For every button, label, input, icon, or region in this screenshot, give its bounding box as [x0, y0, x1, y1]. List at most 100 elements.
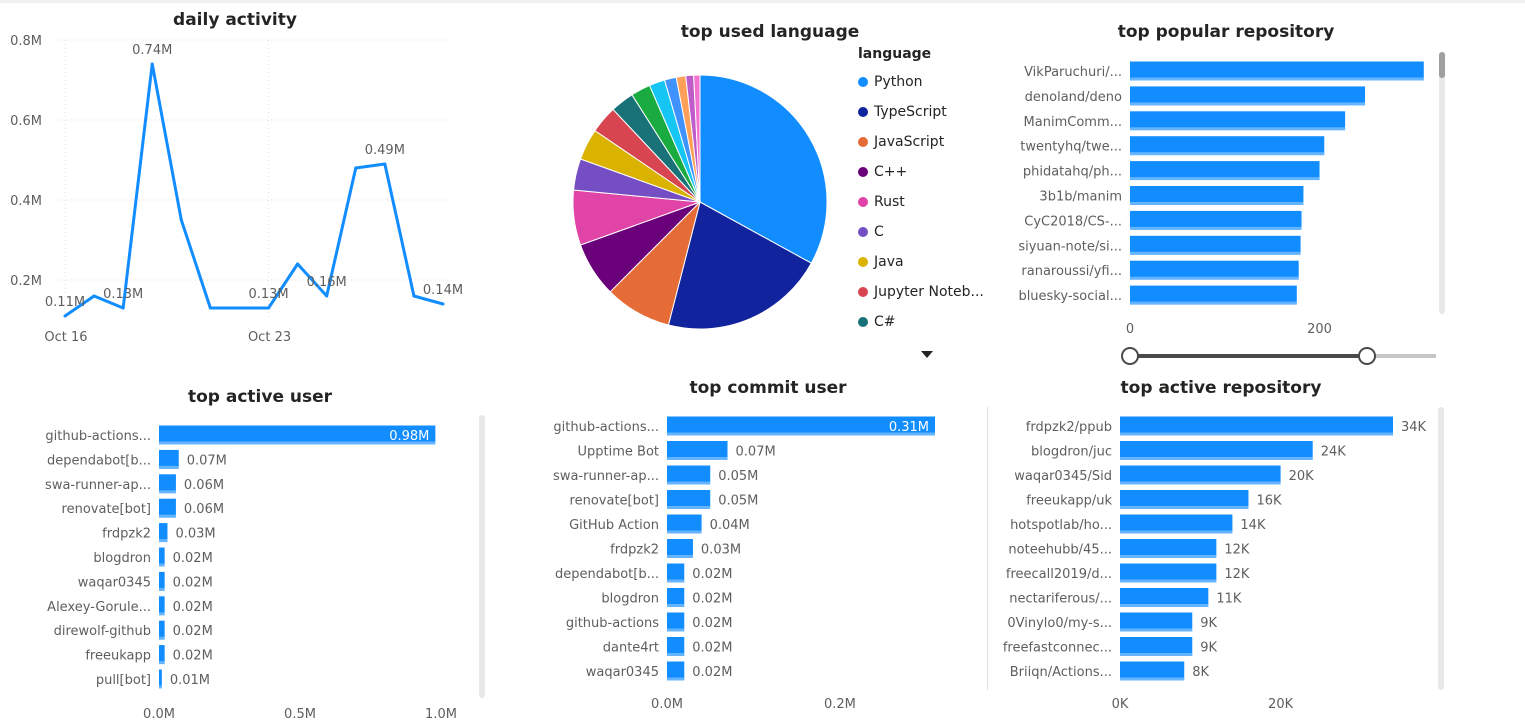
bar-shade: [159, 612, 165, 616]
legend-more-arrow-icon[interactable]: [921, 351, 933, 358]
legend-item[interactable]: TypeScript: [858, 97, 984, 127]
language-legend: language Python TypeScript JavaScript C++ Ru…: [858, 46, 984, 337]
bar: [667, 637, 685, 656]
bar-shade: [1130, 127, 1346, 131]
legend-item[interactable]: C++: [858, 157, 984, 187]
bar: [159, 498, 176, 518]
legend-item[interactable]: Jupyter Noteb...: [858, 277, 984, 307]
data-label: 0.06M: [184, 502, 224, 517]
category-label: dependabot[b...: [555, 567, 659, 582]
category-label: VikParuchuri/...: [1024, 65, 1122, 80]
legend-item[interactable]: Rust: [858, 187, 984, 217]
category-label: ManimComm...: [1024, 115, 1122, 130]
category-label: ranaroussi/yfi...: [1021, 264, 1122, 279]
data-label: 16K: [1256, 494, 1282, 509]
bar-shade: [1120, 604, 1209, 607]
top-commit-user-title: top commit user: [689, 378, 847, 398]
bar-shade: [159, 661, 165, 665]
legend-item[interactable]: JavaScript: [858, 127, 984, 157]
x-tick-label: 1.0M: [425, 707, 457, 722]
daily-activity-title: daily activity: [173, 10, 297, 30]
data-label: 0.02M: [692, 665, 732, 680]
data-point: [63, 314, 67, 318]
popular-repo-scrollbar[interactable]: [1439, 52, 1445, 314]
category-label: renovate[bot]: [570, 494, 659, 509]
data-point: [179, 218, 183, 222]
data-label: 12K: [1224, 543, 1250, 558]
legend-item[interactable]: C: [858, 217, 984, 247]
bar: [667, 490, 711, 509]
bar-shade: [1130, 276, 1299, 280]
category-label: github-actions...: [45, 429, 151, 444]
y-tick-label: 0.4M: [10, 194, 42, 209]
legend-item[interactable]: C#: [858, 307, 984, 337]
bar: [1130, 260, 1299, 280]
data-label: 24K: [1321, 445, 1347, 460]
legend-item[interactable]: Java: [858, 247, 984, 277]
data-label: 0.05M: [718, 494, 758, 509]
bar: [1120, 441, 1313, 460]
data-point: [92, 294, 96, 298]
bar-shade: [1130, 301, 1297, 305]
legend-marker: [858, 287, 868, 297]
data-label: 0.14M: [423, 283, 463, 298]
legend-item[interactable]: Python: [858, 67, 984, 97]
data-label: 8K: [1192, 665, 1209, 680]
data-point: [325, 294, 329, 298]
bar: [667, 588, 685, 607]
data-label: 0.02M: [692, 616, 732, 631]
bar-shade: [1120, 555, 1217, 558]
range-slider-max-handle[interactable]: [1358, 347, 1376, 365]
legend-label: TypeScript: [874, 104, 947, 120]
category-label: siyuan-note/si...: [1018, 239, 1122, 254]
data-label: 0.02M: [173, 575, 213, 590]
category-label: swa-runner-ap...: [45, 478, 151, 493]
category-label: direwolf-github: [54, 624, 151, 639]
category-label: 0Vinylo0/my-s...: [1007, 616, 1112, 631]
bar-shade: [667, 506, 711, 509]
bar-shade: [159, 587, 165, 591]
data-label: 0.07M: [736, 445, 776, 460]
bar-shade: [159, 539, 168, 543]
data-label: 9K: [1200, 641, 1217, 656]
data-point: [267, 306, 271, 310]
popular-repo-scroll-thumb[interactable]: [1439, 52, 1445, 78]
category-label: waqar0345: [78, 575, 151, 590]
data-label: 34K: [1401, 420, 1427, 435]
legend-label: Java: [874, 254, 904, 270]
active-user-scrollbar[interactable]: [479, 415, 485, 698]
data-label: 0.49M: [365, 143, 405, 158]
data-point: [354, 166, 358, 170]
data-label: 0.11M: [45, 295, 85, 310]
panel-divider: [987, 407, 988, 690]
bar: [159, 571, 165, 591]
category-label: phidatahq/ph...: [1023, 165, 1122, 180]
range-slider-min-handle[interactable]: [1121, 347, 1139, 365]
category-label: frdpzk2: [102, 527, 151, 542]
bar-shade: [1120, 677, 1185, 681]
top-popular-repo-panel: top popular repository VikParuchuri/... d…: [1000, 0, 1525, 370]
bar-shade: [1120, 432, 1393, 436]
bar: [1130, 161, 1320, 181]
category-label: freecall2019/d...: [1006, 567, 1112, 582]
data-label: 0.02M: [692, 592, 732, 607]
top-commit-user-panel: top commit user github-actions... 0.31M Up…: [500, 370, 990, 725]
legend-marker: [858, 77, 868, 87]
bar-shade: [667, 677, 685, 681]
bar: [1120, 465, 1281, 485]
pie-slice: [693, 74, 701, 203]
bar: [1120, 490, 1249, 509]
legend-marker: [858, 197, 868, 207]
bar: [1120, 637, 1193, 656]
top-active-user-title: top active user: [187, 387, 333, 407]
bar-shade: [1130, 202, 1304, 205]
bar-shade: [667, 653, 685, 656]
data-point: [412, 294, 416, 298]
bar-shade: [667, 432, 935, 436]
x-tick-label: 200: [1307, 322, 1332, 337]
top-active-repo-panel: top active repository frdpzk2/ppub 34K blo…: [987, 370, 1525, 725]
bar-shade: [1130, 77, 1424, 81]
active-repo-scrollbar[interactable]: [1438, 407, 1444, 690]
x-tick-label: 0: [1126, 322, 1134, 337]
top-popular-repo-title: top popular repository: [1117, 22, 1335, 42]
